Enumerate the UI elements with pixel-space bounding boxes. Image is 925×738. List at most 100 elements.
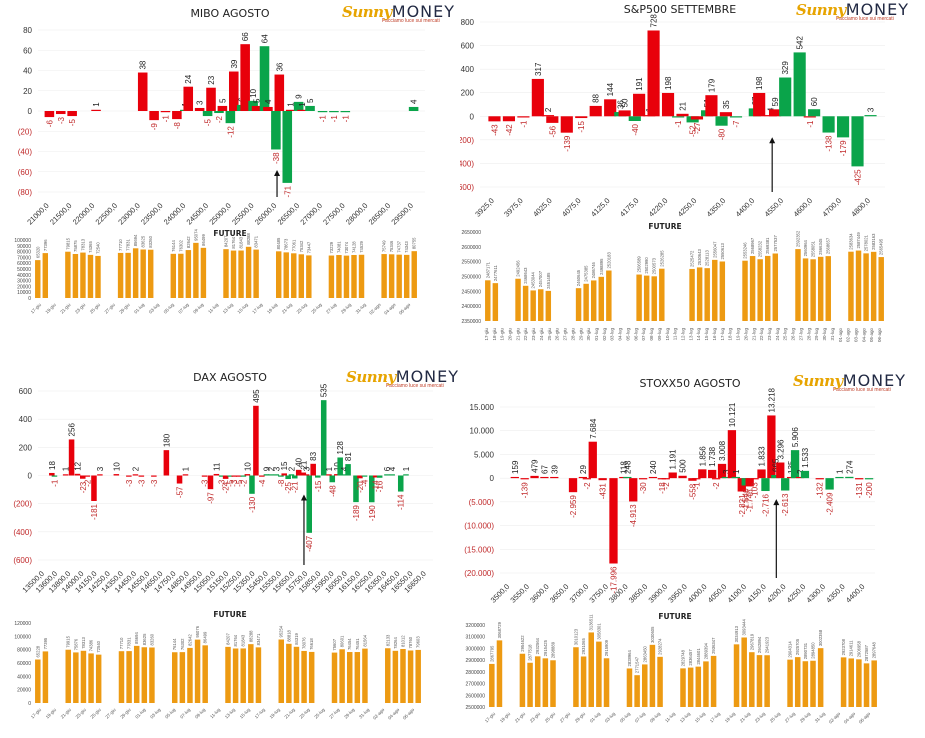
x-tick-label: 21500,0 — [48, 201, 74, 225]
y-tick-label: (200) — [460, 136, 474, 145]
future-bar — [223, 249, 229, 298]
future-bar — [240, 648, 246, 703]
bar-red — [149, 111, 159, 121]
future-x-tick: 04-lug — [618, 328, 623, 341]
future-bar — [354, 652, 361, 703]
bar-red — [648, 476, 658, 479]
future-data-label: 74128 — [352, 241, 357, 253]
future-data-label: 2568657 — [826, 237, 831, 254]
x-tick-label: 25000,0 — [207, 201, 233, 225]
future-data-label: 74343 — [404, 241, 409, 253]
future-x-tick: 23-lug — [296, 302, 309, 315]
future-x-tick: 01-lug — [594, 328, 599, 341]
future-data-label: 74529 — [359, 240, 364, 252]
future-x-tick: 01-ago — [838, 328, 843, 343]
bar-red — [767, 415, 776, 479]
future-x-tick: 17-lug — [251, 302, 264, 315]
bar-green — [249, 475, 255, 494]
data-label: -5 — [204, 119, 213, 127]
future-bar — [802, 661, 809, 707]
y-tick-label: 0 — [28, 107, 33, 116]
bar-red — [530, 475, 539, 479]
future-data-label: 2468643 — [523, 267, 528, 284]
data-label: -114 — [397, 494, 406, 510]
future-data-label: 83471 — [256, 633, 261, 645]
future-y-tick: 2650000 — [462, 230, 482, 236]
bar-red — [236, 475, 242, 477]
bar-red — [502, 116, 516, 122]
chart-title: MIBO AGOSTO — [190, 7, 269, 20]
future-bar — [810, 259, 816, 321]
future-x-tick: 27-giu — [104, 302, 117, 315]
future-bar — [825, 256, 831, 321]
data-label: 2 — [131, 466, 140, 471]
future-x-tick: 27-lug — [328, 707, 341, 720]
data-label: 39 — [550, 464, 559, 473]
future-data-label: 2475385 — [584, 265, 589, 282]
data-label: 1 — [287, 102, 296, 107]
data-label: -5 — [68, 119, 77, 127]
future-bar — [147, 249, 154, 298]
bar-red — [647, 30, 660, 117]
data-label: 1.191 — [669, 449, 678, 470]
data-label: -3 — [218, 479, 227, 487]
bar-red — [206, 87, 216, 111]
future-x-tick: 29-giu — [118, 302, 131, 315]
sunny-money-logo: SunnyMONEY Facciamo luce sui mercati — [796, 0, 909, 26]
future-x-tick: 30-lug — [822, 328, 827, 341]
future-data-label: 77710 — [118, 239, 123, 251]
future-data-label: 81843 — [241, 634, 246, 646]
future-bar — [65, 649, 71, 703]
future-x-tick: 03-lug — [610, 328, 615, 341]
future-x-tick: 04-ago — [861, 328, 866, 343]
bar-green — [771, 474, 780, 479]
future-data-label: 84319 — [294, 632, 299, 644]
future-data-label: 76618 — [309, 638, 314, 650]
data-label: 9 — [295, 94, 304, 99]
future-x-tick: 21-lug — [751, 328, 756, 341]
future-data-label: 2587449 — [856, 232, 861, 249]
x-tick-label: 23500,0 — [139, 201, 165, 225]
future-data-label: 3010123 — [573, 628, 578, 645]
x-tick-label: 23000,0 — [116, 201, 142, 225]
future-bar — [35, 659, 41, 703]
y-tick-label: 0 — [490, 474, 495, 483]
bar-red — [176, 475, 183, 484]
bar-red — [768, 109, 782, 117]
future-x-tick: 04-ago — [383, 302, 397, 316]
x-tick-label: 3925,0 — [473, 196, 496, 219]
x-tick-label: 3700,0 — [568, 582, 591, 605]
x-tick-label: 24500,0 — [185, 201, 211, 225]
data-label: -1 — [50, 479, 59, 487]
data-label: -2 — [215, 115, 224, 123]
future-bar — [519, 653, 526, 707]
future-x-tick: 03-ago — [853, 328, 858, 343]
bar-green — [240, 475, 247, 477]
data-label: 5.906 — [791, 427, 800, 448]
mibo-chart-panel: MIBO AGOSTO 80 60 40 20 0 (20) (40) (60) (80) 2100… — [0, 0, 460, 345]
future-data-label: 83471 — [254, 235, 259, 247]
bar-red — [582, 478, 591, 480]
future-x-tick: 19-lug — [724, 711, 737, 724]
data-label: -80 — [718, 128, 727, 140]
future-data-label: 2890731 — [803, 642, 808, 659]
bar-green — [353, 475, 359, 503]
future-data-label: 86499 — [201, 234, 206, 246]
future-data-label: 2897648 — [872, 641, 877, 658]
bar-red — [661, 92, 675, 117]
bar-green — [389, 474, 395, 476]
x-tick-label: 28500,0 — [367, 201, 393, 225]
x-tick-label: 3975,0 — [502, 196, 525, 219]
future-data-label: 77061 — [291, 239, 296, 251]
data-label: 1 — [732, 469, 741, 474]
y-tick-label: (200) — [13, 500, 32, 509]
bar-red — [201, 475, 208, 477]
future-x-tick: 07-lug — [177, 302, 190, 315]
future-data-label: 2558051 — [811, 240, 816, 257]
future-bar — [306, 255, 312, 298]
future-data-label: 2560964 — [803, 239, 808, 256]
future-x-tick: 29-lug — [814, 328, 819, 341]
bar-green — [214, 111, 224, 114]
future-data-label: 3030605 — [650, 626, 655, 643]
future-data-label: 81564 — [362, 634, 367, 646]
